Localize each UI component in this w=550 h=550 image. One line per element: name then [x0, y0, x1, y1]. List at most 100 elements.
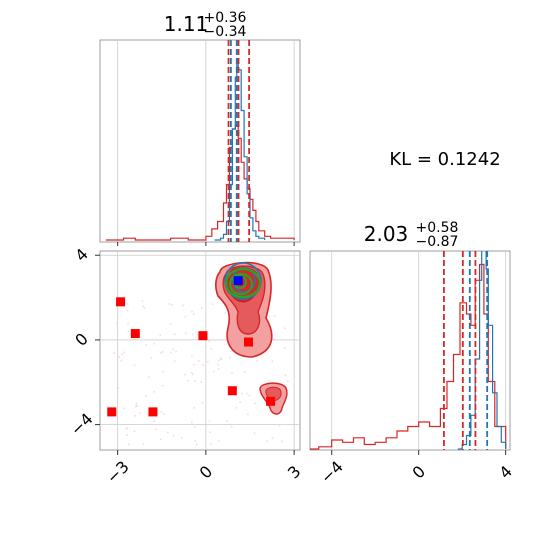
hist-x-title-sub: −0.34	[204, 24, 247, 40]
faint-sample-dot	[226, 420, 228, 422]
faint-sample-dot	[128, 443, 130, 446]
faint-sample-dot	[169, 323, 172, 325]
faint-sample-dot	[243, 371, 246, 373]
faint-sample-dot	[174, 333, 176, 336]
faint-sample-dot	[217, 368, 220, 370]
faint-sample-dot	[241, 392, 243, 395]
faint-sample-dot	[273, 338, 275, 340]
faint-sample-dot	[217, 364, 219, 366]
hist-y-grid	[331, 251, 507, 450]
faint-sample-dot	[287, 380, 289, 383]
faint-sample-dot	[194, 380, 196, 382]
faint-sample-dot	[121, 353, 123, 356]
faint-sample-dot	[182, 304, 184, 307]
hist-y-xtick-label: −4	[317, 457, 347, 487]
faint-sample-dot	[142, 442, 145, 445]
faint-sample-dot	[191, 373, 194, 375]
faint-sample-dot	[266, 440, 269, 442]
faint-sample-dot	[208, 420, 211, 423]
faint-sample-dot	[175, 350, 177, 353]
faint-sample-dot	[148, 376, 150, 379]
faint-sample-dot	[184, 315, 187, 318]
hist-y-title-value: 2.03	[364, 222, 409, 246]
faint-sample-dot	[118, 356, 120, 358]
faint-sample-dot	[125, 427, 128, 430]
faint-sample-dot	[274, 315, 276, 317]
blue-square-marker	[233, 276, 243, 286]
faint-sample-dot	[113, 352, 115, 354]
faint-sample-dot	[196, 443, 198, 446]
faint-sample-dot	[194, 440, 197, 442]
faint-sample-dot	[246, 392, 249, 395]
faint-sample-dot	[194, 426, 196, 429]
faint-sample-dot	[117, 387, 119, 389]
faint-sample-dot	[229, 356, 231, 359]
faint-sample-dot	[193, 363, 195, 366]
scatter-2d-content	[107, 261, 289, 446]
faint-sample-dot	[126, 309, 129, 312]
faint-sample-dot	[150, 357, 153, 359]
faint-sample-dot	[174, 360, 176, 363]
faint-sample-dot	[172, 348, 174, 351]
red-square-marker	[198, 331, 208, 341]
faint-sample-dot	[180, 437, 183, 439]
faint-sample-dot	[230, 426, 233, 428]
faint-sample-dot	[126, 434, 128, 436]
faint-sample-dot	[160, 438, 162, 441]
faint-sample-dot	[161, 351, 164, 353]
faint-sample-dot	[134, 405, 137, 408]
red-square-marker	[266, 396, 276, 406]
faint-sample-dot	[217, 439, 220, 442]
faint-sample-dot	[191, 421, 193, 424]
green-contour-outer	[224, 267, 262, 299]
red-square-marker	[116, 297, 126, 307]
faint-sample-dot	[184, 373, 186, 376]
hist-y-frame	[309, 250, 511, 451]
faint-sample-dot	[247, 413, 249, 416]
scatter-2d-xtick-label: −3	[103, 457, 133, 487]
faint-sample-dot	[122, 407, 125, 410]
faint-sample-dot	[271, 437, 274, 440]
faint-sample-dot	[278, 424, 281, 427]
faint-sample-dot	[143, 307, 146, 309]
faint-sample-dot	[202, 364, 204, 366]
faint-sample-dot	[116, 322, 118, 324]
scatter-2d-xtick-label: 3	[284, 462, 305, 483]
faint-sample-dot	[153, 420, 155, 422]
faint-sample-dot	[208, 340, 211, 343]
faint-sample-dot	[136, 405, 138, 407]
red-square-marker	[107, 407, 117, 417]
faint-sample-dot	[284, 374, 287, 377]
scatter-2d-xtick-label: 0	[196, 462, 217, 483]
faint-sample-dot	[145, 344, 148, 346]
faint-sample-dot	[162, 370, 164, 373]
faint-sample-dot	[218, 359, 220, 362]
scatter-2d-ytick-label: 0	[71, 329, 92, 350]
faint-sample-dot	[134, 415, 137, 417]
faint-sample-dot	[135, 402, 138, 405]
hist-x-frame	[99, 39, 301, 243]
faint-sample-dot	[127, 330, 130, 333]
faint-sample-dot	[196, 334, 199, 336]
faint-sample-dot	[145, 395, 147, 397]
hist-y-red-series	[310, 263, 507, 450]
faint-sample-dot	[163, 413, 165, 415]
faint-sample-dot	[155, 428, 157, 430]
hist-x-panel: 1.11 +0.36 −0.34	[99, 10, 301, 246]
faint-sample-dot	[167, 431, 169, 434]
hist-y-panel: −4 0 4 2.03 +0.58 −0.87	[309, 220, 516, 487]
faint-sample-dot	[126, 303, 129, 305]
faint-sample-dot	[200, 381, 202, 383]
faint-sample-dot	[271, 360, 274, 362]
hist-x-content	[105, 40, 295, 242]
faint-sample-dot	[168, 303, 171, 305]
hist-x-title-sup: +0.36	[204, 10, 247, 26]
scatter-2d-panel: −3 0 3 −4 0 4	[67, 245, 305, 488]
hist-y-blue-series	[457, 251, 507, 450]
faint-sample-dot	[210, 443, 212, 446]
faint-sample-dot	[212, 370, 215, 373]
faint-sample-dot	[161, 384, 164, 387]
faint-sample-dot	[198, 360, 200, 362]
faint-sample-dot	[160, 411, 163, 413]
